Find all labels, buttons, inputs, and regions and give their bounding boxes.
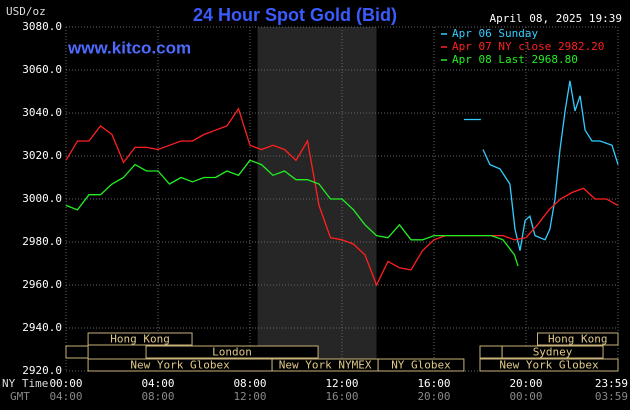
- series-line: [463, 80, 619, 251]
- y-tick-label: 3020.0: [22, 149, 62, 162]
- y-tick-label: 3060.0: [22, 63, 62, 76]
- session-box: [87, 332, 193, 346]
- y-tick-label: 2960.0: [22, 278, 62, 291]
- gmt-tick-label: 00:00: [509, 390, 542, 403]
- gmt-tick-label: 20:00: [417, 390, 450, 403]
- unit-label: USD/oz: [6, 5, 46, 18]
- gmt-tick-label: 08:00: [141, 390, 174, 403]
- session-label: New York NYMEX: [279, 359, 372, 372]
- highlight-band: [257, 27, 377, 371]
- gmt-tick-label: 12:00: [233, 390, 266, 403]
- x-tick-label: 00:00: [49, 377, 82, 390]
- session-label: Sydney: [533, 346, 573, 359]
- gmt-tick-label: 04:00: [49, 390, 82, 403]
- x2-axis-label: GMT: [10, 390, 30, 403]
- y-tick-label: 2980.0: [22, 235, 62, 248]
- session-box: [479, 345, 503, 359]
- session-label: New York Globex: [499, 359, 599, 372]
- session-box: [65, 345, 89, 359]
- session-label: New York Globex: [130, 359, 230, 372]
- x-tick-label: 08:00: [233, 377, 266, 390]
- x-axis-label: NY Time: [2, 377, 48, 390]
- session-box: [537, 332, 619, 346]
- session-box: [501, 345, 604, 359]
- x-tick-label: 20:00: [509, 377, 542, 390]
- session-box: [479, 358, 619, 372]
- timestamp: April 08, 2025 19:39: [490, 12, 622, 25]
- series-line: [65, 159, 519, 267]
- y-tick-label: 3000.0: [22, 192, 62, 205]
- y-tick-label: 2920.0: [22, 364, 62, 377]
- session-label: Hong Kong: [110, 333, 170, 346]
- gmt-tick-label: 16:00: [325, 390, 358, 403]
- website: www.kitco.com: [67, 38, 191, 57]
- y-tick-label: 3040.0: [22, 106, 62, 119]
- legend-entry: Apr 07 NY close 2982.20: [452, 40, 604, 53]
- legend-entry: Apr 08 Last 2968.80: [452, 53, 578, 66]
- session-label: Hong Kong: [548, 333, 608, 346]
- session-box: [145, 345, 319, 359]
- x-tick-label: 23:59: [595, 377, 628, 390]
- session-label: London: [212, 346, 252, 359]
- series-line: [65, 107, 619, 287]
- x-tick-label: 12:00: [325, 377, 358, 390]
- session-label: NY Globex: [391, 359, 451, 372]
- legend-entry: Apr 06 Sunday: [452, 27, 538, 40]
- session-box: [377, 358, 465, 372]
- chart-title: 24 Hour Spot Gold (Bid): [193, 5, 397, 25]
- gmt-tick-label: 03:59: [595, 390, 628, 403]
- y-tick-label: 2940.0: [22, 321, 62, 334]
- y-tick-label: 3080.0: [22, 20, 62, 33]
- x-tick-label: 04:00: [141, 377, 174, 390]
- x-tick-label: 16:00: [417, 377, 450, 390]
